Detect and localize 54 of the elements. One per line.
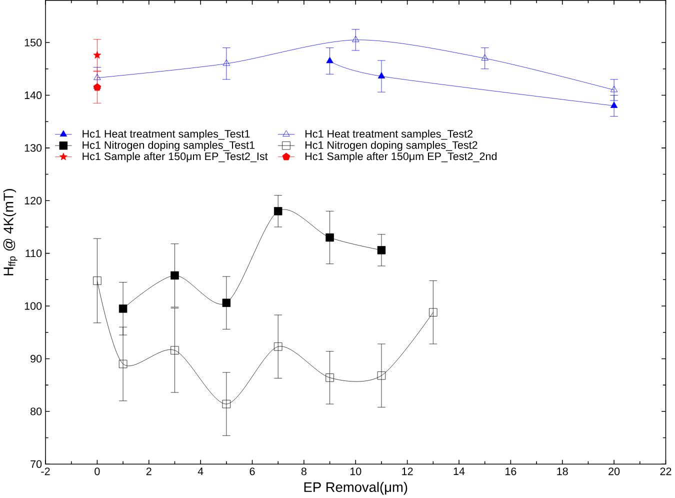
point bbox=[326, 374, 334, 382]
point bbox=[93, 276, 102, 285]
point bbox=[429, 308, 438, 316]
x-tick-label: 4 bbox=[198, 468, 204, 475]
x-tick-label: 14 bbox=[454, 468, 465, 475]
y-tick-label: 80 bbox=[30, 408, 42, 416]
point bbox=[274, 342, 282, 351]
point bbox=[93, 51, 102, 59]
point bbox=[377, 371, 386, 380]
legend-label: Hc1 Nitrogen doping samples_Test1 bbox=[82, 140, 255, 151]
x-tick-label: 6 bbox=[250, 468, 255, 476]
point bbox=[170, 346, 179, 354]
point bbox=[352, 36, 360, 42]
y-tick-label: 90 bbox=[30, 354, 42, 363]
y-axis-title: H$_{ffp}$ @ 4K(mT) bbox=[3, 188, 18, 276]
point bbox=[481, 54, 488, 61]
x-tick-label: 16 bbox=[506, 468, 516, 476]
y-tick-label: 130 bbox=[24, 144, 42, 152]
x-tick-label: 18 bbox=[557, 468, 568, 476]
x-axis-title: EP Removal(μm) bbox=[304, 482, 408, 495]
y-tick-label: 150 bbox=[24, 38, 42, 46]
legend-label: Hc1 Heat treatment samples_Test2 bbox=[305, 130, 472, 140]
x-tick-label: 2 bbox=[146, 468, 152, 476]
point bbox=[274, 207, 282, 216]
point bbox=[377, 246, 386, 254]
x-tick-label: 12 bbox=[402, 468, 413, 476]
point bbox=[222, 60, 230, 66]
legend-label: Hc1 Sample after 150μm EP_Test2_Ist bbox=[82, 152, 268, 162]
x-tick-label: 0 bbox=[94, 468, 100, 476]
point bbox=[170, 271, 179, 280]
point bbox=[378, 72, 386, 78]
y-tick-label: 140 bbox=[24, 91, 42, 100]
point bbox=[326, 56, 334, 64]
x-tick-label: 8 bbox=[301, 468, 306, 476]
point bbox=[94, 74, 101, 80]
point bbox=[222, 400, 231, 408]
y-tick-label: 70 bbox=[30, 460, 42, 468]
x-tick-label: -2 bbox=[41, 468, 50, 476]
point bbox=[118, 360, 128, 368]
y-tick-label: 110 bbox=[26, 250, 42, 258]
point bbox=[222, 298, 231, 307]
point bbox=[118, 304, 128, 313]
point bbox=[93, 83, 102, 91]
legend-label: Hc1 Nitrogen doping samples_Test2 bbox=[305, 140, 478, 151]
x-tick-label: 20 bbox=[608, 468, 620, 476]
point bbox=[326, 233, 334, 242]
legend-label: Hc1 Sample after 150μm EP_Test2_2nd bbox=[305, 152, 497, 162]
y-tick-label: 120 bbox=[24, 196, 42, 204]
point bbox=[610, 86, 618, 92]
x-tick-label: 10 bbox=[350, 468, 362, 476]
x-tick-label: 22 bbox=[660, 468, 672, 476]
point bbox=[610, 102, 618, 108]
legend-label: Hc1 Heat treatment samples_Test1 bbox=[82, 130, 250, 140]
y-tick-label: 100 bbox=[24, 302, 42, 310]
